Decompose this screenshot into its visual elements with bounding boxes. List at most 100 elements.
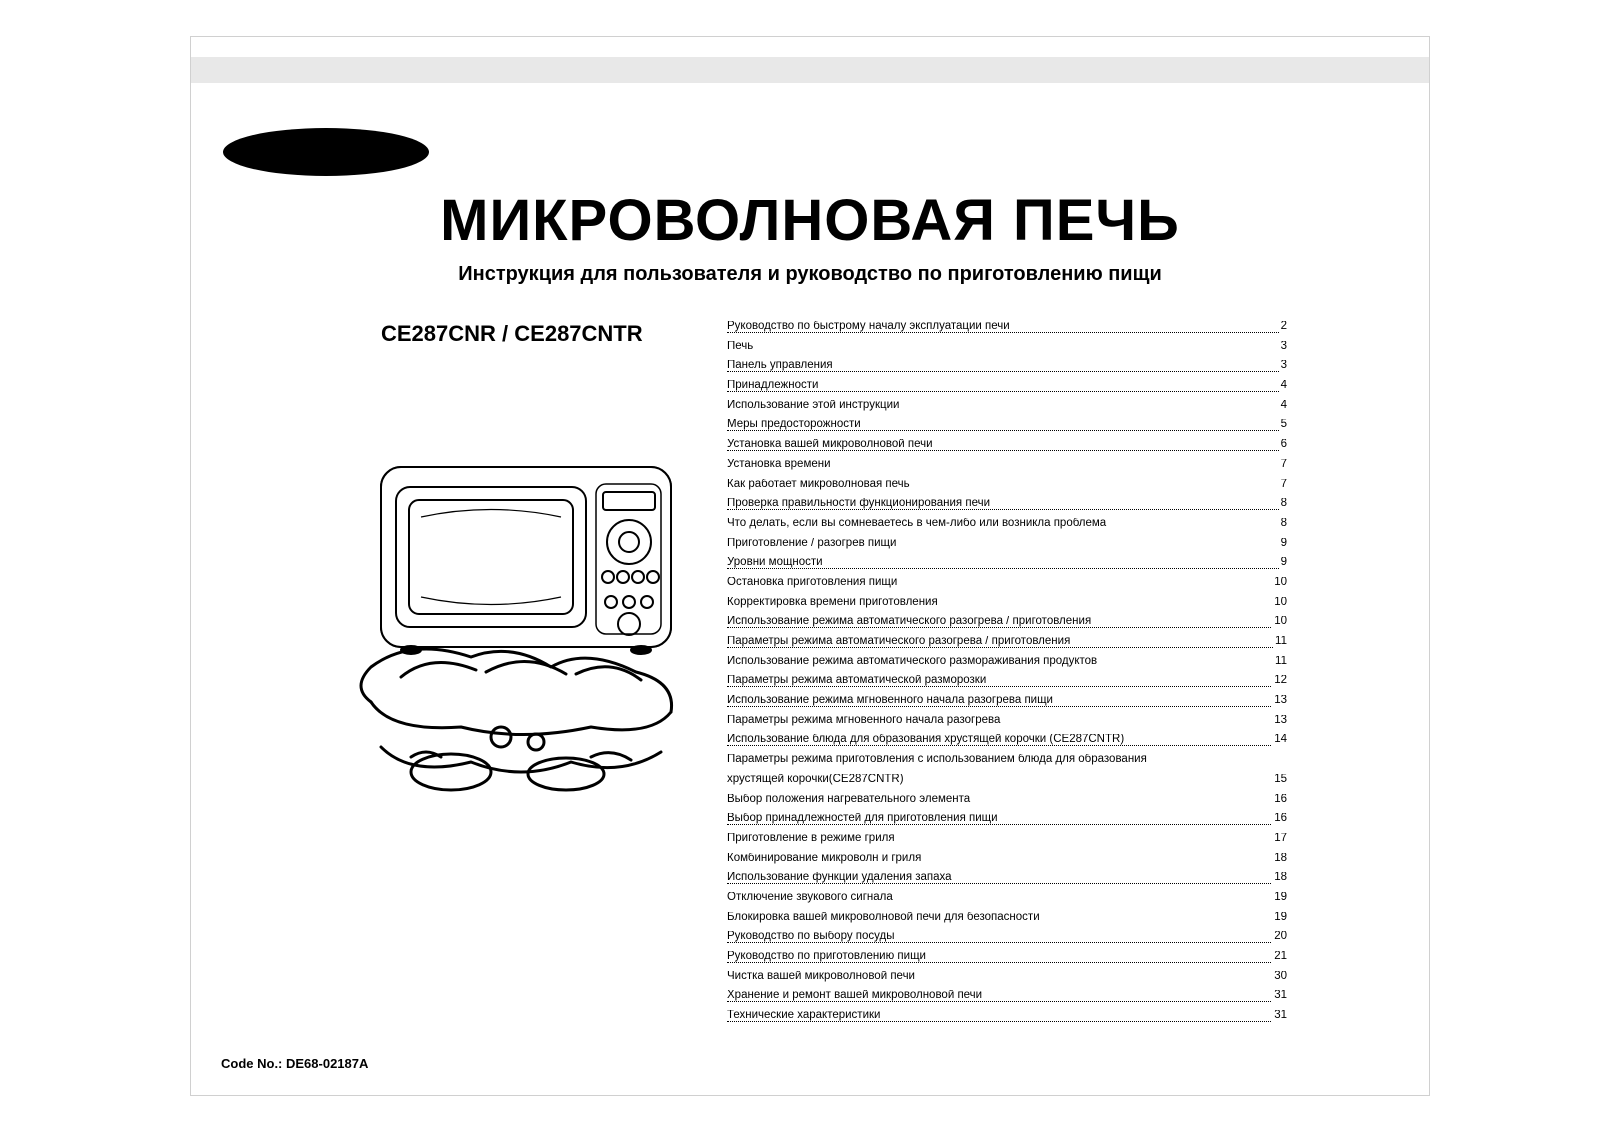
toc-page: 13: [1272, 715, 1287, 727]
manual-cover-page: SAMSUNG МИКРОВОЛНОВАЯ ПЕЧЬ Инструкция дл…: [190, 36, 1430, 1096]
toc-row: Отключение звукового сигнала 19: [727, 892, 1287, 904]
toc-row: Руководство по приготовлению пищи21: [727, 951, 1287, 963]
toc-row: Установка вашей микроволновой печи6: [727, 439, 1287, 451]
toc-label: Технические характеристики: [727, 1010, 882, 1021]
toc-row: Блокировка вашей микроволновой печи для …: [727, 912, 1287, 924]
toc-row: Панель управления 3: [727, 360, 1287, 372]
toc-row: Корректировка времени приготовления 10: [727, 597, 1287, 609]
toc-label: Печь: [727, 341, 755, 352]
toc-label: Приготовление в режиме гриля: [727, 833, 897, 844]
toc-label: Остановка приготовления пищи: [727, 577, 899, 588]
header-grey-band: [191, 57, 1429, 83]
toc-label: Параметры режима приготовления с использ…: [727, 754, 1149, 765]
toc-label: Руководство по быстрому началу эксплуата…: [727, 321, 1012, 332]
toc-page: 4: [1279, 400, 1287, 412]
toc-row: Руководство по быстрому началу эксплуата…: [727, 321, 1287, 333]
toc-label: Блокировка вашей микроволновой печи для …: [727, 912, 1042, 923]
toc-page: 8: [1279, 518, 1287, 530]
toc-row: Использование режима мгновенного начала …: [727, 695, 1287, 707]
toc-page: 8: [1279, 498, 1287, 510]
toc-row: Проверка правильности функционирования п…: [727, 498, 1287, 510]
toc-page: 7: [1279, 459, 1287, 471]
toc-page: 12: [1272, 675, 1287, 687]
toc-label: Использование блюда для образования хрус…: [727, 734, 1126, 745]
toc-label: Уровни мощности: [727, 557, 825, 568]
toc-page: 15: [1272, 774, 1287, 786]
toc-page: 5: [1279, 419, 1287, 431]
toc-row: Параметры режима мгновенного начала разо…: [727, 715, 1287, 727]
toc-row: Приготовление / разогрев пищи9: [727, 538, 1287, 550]
toc-row: Параметры режима приготовления с использ…: [727, 754, 1287, 766]
microwave-illustration: [341, 442, 701, 802]
toc-row: Чистка вашей микроволновой печи 30: [727, 971, 1287, 983]
toc-label: Использование режима мгновенного начала …: [727, 695, 1055, 706]
toc-page: 21: [1272, 951, 1287, 963]
toc-page: 11: [1273, 636, 1287, 648]
model-number: CE287CNR / CE287CNTR: [381, 321, 643, 347]
toc-page: 19: [1272, 892, 1287, 904]
toc-page: 3: [1279, 360, 1287, 372]
toc-page: 30: [1272, 971, 1287, 983]
toc-page: 31: [1272, 1010, 1287, 1022]
toc-label: Меры предосторожности: [727, 419, 863, 430]
toc-row: Принадлежности 4: [727, 380, 1287, 392]
toc-page: 16: [1272, 813, 1287, 825]
toc-row: Выбор принадлежностей для приготовления …: [727, 813, 1287, 825]
document-title: МИКРОВОЛНОВАЯ ПЕЧЬ: [191, 187, 1429, 254]
toc-page: 20: [1272, 931, 1287, 943]
toc-page: 16: [1272, 794, 1287, 806]
toc-row: Параметры режима автоматического разогре…: [727, 636, 1287, 648]
toc-label: Параметры режима мгновенного начала разо…: [727, 715, 1002, 726]
toc-label: Использование этой инструкции: [727, 400, 901, 411]
toc-page: 9: [1279, 538, 1287, 550]
document-subtitle: Инструкция для пользователя и руководств…: [191, 263, 1429, 286]
toc-page: 18: [1272, 853, 1287, 865]
toc-row: Меры предосторожности 5: [727, 419, 1287, 431]
toc-row: Параметры режима автоматической размороз…: [727, 675, 1287, 687]
brand-text: SAMSUNG: [242, 137, 410, 167]
toc-row: Руководство по выбору посуды20: [727, 931, 1287, 943]
toc-page: 10: [1272, 577, 1287, 589]
toc-row: Использование режима автоматического раз…: [727, 616, 1287, 628]
toc-label: Выбор положения нагревательного элемента: [727, 794, 972, 805]
toc-row: Использование функции удаления запаха 18: [727, 872, 1287, 884]
toc-label: Чистка вашей микроволновой печи: [727, 971, 917, 982]
toc-label: Что делать, если вы сомневаетесь в чем-л…: [727, 518, 1108, 529]
toc-dots: [727, 343, 1287, 353]
toc-page: 18: [1272, 872, 1287, 884]
toc-page: 10: [1272, 616, 1287, 628]
toc-row: Уровни мощности9: [727, 557, 1287, 569]
toc-label: Параметры режима автоматического разогре…: [727, 636, 1072, 647]
toc-label: Комбинирование микроволн и гриля: [727, 853, 923, 864]
toc-page: 3: [1279, 341, 1287, 353]
toc-row: Комбинирование микроволн и гриля 18: [727, 853, 1287, 865]
toc-page: 7: [1279, 479, 1287, 491]
toc-label: Принадлежности: [727, 380, 820, 391]
toc-row: Использование блюда для образования хрус…: [727, 734, 1287, 746]
toc-label: Установка вашей микроволновой печи: [727, 439, 935, 450]
toc-row: Что делать, если вы сомневаетесь в чем-л…: [727, 518, 1287, 530]
toc-label: Панель управления: [727, 360, 835, 371]
toc-page: 19: [1272, 912, 1287, 924]
toc-label: Выбор принадлежностей для приготовления …: [727, 813, 1000, 824]
toc-row: Как работает микроволновая печь7: [727, 479, 1287, 491]
toc-label: Использование режима автоматического раз…: [727, 656, 1099, 667]
toc-label: Использование режима автоматического раз…: [727, 616, 1093, 627]
toc-label: Проверка правильности функционирования п…: [727, 498, 992, 509]
toc-row: Остановка приготовления пищи 10: [727, 577, 1287, 589]
samsung-logo: SAMSUNG: [221, 127, 431, 177]
toc-label: Параметры режима автоматической размороз…: [727, 675, 988, 686]
toc-label: Корректировка времени приготовления: [727, 597, 940, 608]
toc-row: Выбор положения нагревательного элемента…: [727, 794, 1287, 806]
table-of-contents: Руководство по быстрому началу эксплуата…: [727, 321, 1287, 1030]
toc-page: 14: [1272, 734, 1287, 746]
toc-row: Приготовление в режиме гриля 17: [727, 833, 1287, 845]
toc-row: Печь 3: [727, 341, 1287, 353]
toc-page: 17: [1272, 833, 1287, 845]
toc-label: Хранение и ремонт вашей микроволновой пе…: [727, 990, 984, 1001]
toc-page: 10: [1272, 597, 1287, 609]
toc-page: 4: [1279, 380, 1287, 392]
toc-label: хрустящей корочки(CE287CNTR): [727, 774, 906, 785]
toc-label: Отключение звукового сигнала: [727, 892, 895, 903]
toc-label: Использование функции удаления запаха: [727, 872, 954, 883]
